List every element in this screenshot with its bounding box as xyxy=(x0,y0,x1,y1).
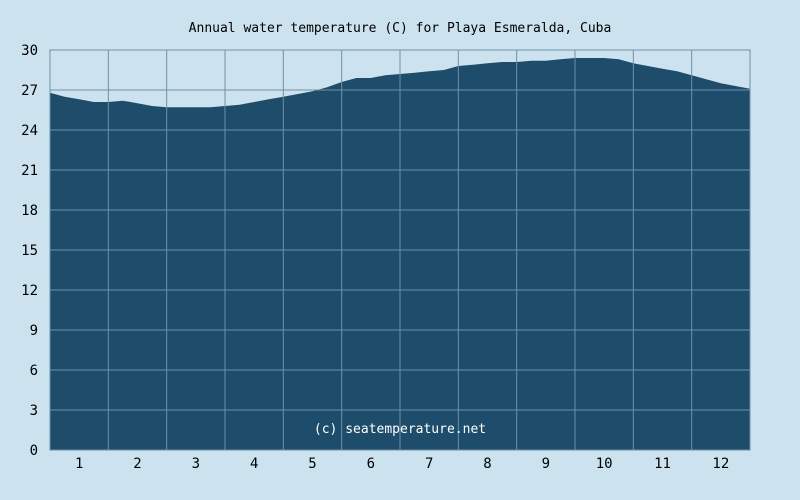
y-tick-label: 27 xyxy=(21,83,38,99)
y-tick-label: 18 xyxy=(21,203,38,219)
chart-title: Annual water temperature (C) for Playa E… xyxy=(189,21,612,36)
x-tick-label: 7 xyxy=(425,456,433,472)
watermark-text: (c) seatemperature.net xyxy=(314,422,486,437)
x-tick-label: 5 xyxy=(308,456,316,472)
y-tick-label: 21 xyxy=(21,163,38,179)
y-tick-label: 24 xyxy=(21,123,38,139)
y-tick-label: 9 xyxy=(30,323,38,339)
x-tick-label: 4 xyxy=(250,456,258,472)
y-tick-label: 0 xyxy=(30,443,38,459)
x-axis-labels: 1 2 3 4 5 6 7 8 9 10 11 12 xyxy=(75,456,729,472)
x-tick-label: 1 xyxy=(75,456,83,472)
x-tick-label: 9 xyxy=(542,456,550,472)
x-tick-label: 10 xyxy=(596,456,613,472)
x-tick-label: 6 xyxy=(367,456,375,472)
plot-border xyxy=(49,49,751,451)
y-axis-labels: 0 3 6 9 12 15 18 21 24 27 30 xyxy=(21,43,38,459)
x-tick-label: 8 xyxy=(483,456,491,472)
plot-area: (c) seatemperature.net xyxy=(49,49,751,451)
x-tick-label: 2 xyxy=(133,456,141,472)
y-tick-label: 6 xyxy=(30,363,38,379)
x-tick-label: 11 xyxy=(654,456,671,472)
x-tick-label: 3 xyxy=(192,456,200,472)
y-tick-label: 3 xyxy=(30,403,38,419)
y-tick-label: 12 xyxy=(21,283,38,299)
y-tick-label: 30 xyxy=(21,43,38,59)
y-tick-label: 15 xyxy=(21,243,38,259)
x-tick-label: 12 xyxy=(712,456,729,472)
